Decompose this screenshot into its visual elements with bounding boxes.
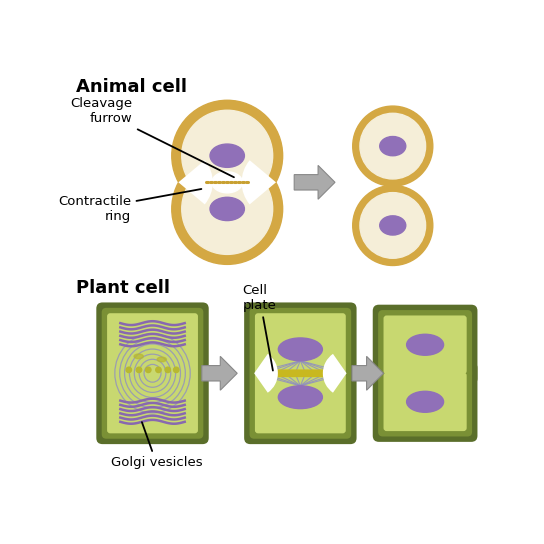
Circle shape [156, 367, 161, 373]
Circle shape [146, 367, 151, 373]
FancyBboxPatch shape [107, 313, 198, 434]
Ellipse shape [279, 338, 323, 361]
FancyBboxPatch shape [259, 369, 341, 377]
Circle shape [172, 100, 283, 211]
FancyBboxPatch shape [373, 305, 478, 385]
Text: Animal cell: Animal cell [76, 78, 187, 96]
FancyBboxPatch shape [378, 367, 472, 436]
Circle shape [360, 193, 425, 258]
Text: Golgi vesicles: Golgi vesicles [110, 422, 202, 469]
FancyBboxPatch shape [384, 373, 467, 431]
Circle shape [126, 367, 132, 373]
Circle shape [353, 106, 433, 186]
FancyBboxPatch shape [250, 308, 351, 438]
Circle shape [174, 367, 179, 373]
FancyBboxPatch shape [255, 313, 346, 434]
Circle shape [182, 163, 273, 255]
Text: Cleavage
furrow: Cleavage furrow [70, 97, 234, 177]
Circle shape [360, 113, 425, 179]
FancyBboxPatch shape [384, 316, 467, 374]
Ellipse shape [134, 354, 143, 358]
FancyBboxPatch shape [96, 302, 209, 444]
Text: Contractile
ring: Contractile ring [58, 189, 201, 222]
Ellipse shape [279, 386, 323, 409]
Text: Cell
plate: Cell plate [243, 283, 276, 370]
Polygon shape [352, 356, 384, 390]
FancyBboxPatch shape [102, 308, 203, 438]
Ellipse shape [380, 137, 406, 156]
Text: Plant cell: Plant cell [76, 279, 170, 298]
Wedge shape [178, 160, 213, 205]
Circle shape [165, 367, 170, 373]
Ellipse shape [157, 357, 166, 362]
FancyBboxPatch shape [378, 310, 472, 380]
Polygon shape [202, 356, 237, 390]
Circle shape [182, 110, 273, 201]
Wedge shape [242, 160, 276, 205]
Ellipse shape [210, 197, 244, 220]
Circle shape [137, 367, 141, 373]
Circle shape [353, 186, 433, 265]
Wedge shape [323, 354, 347, 393]
Ellipse shape [210, 144, 244, 168]
Ellipse shape [380, 216, 406, 235]
FancyBboxPatch shape [373, 362, 478, 442]
Ellipse shape [212, 172, 243, 193]
Wedge shape [254, 354, 278, 393]
Polygon shape [294, 165, 335, 199]
Circle shape [172, 153, 283, 264]
Ellipse shape [406, 391, 443, 412]
FancyBboxPatch shape [244, 302, 356, 444]
Ellipse shape [406, 334, 443, 355]
